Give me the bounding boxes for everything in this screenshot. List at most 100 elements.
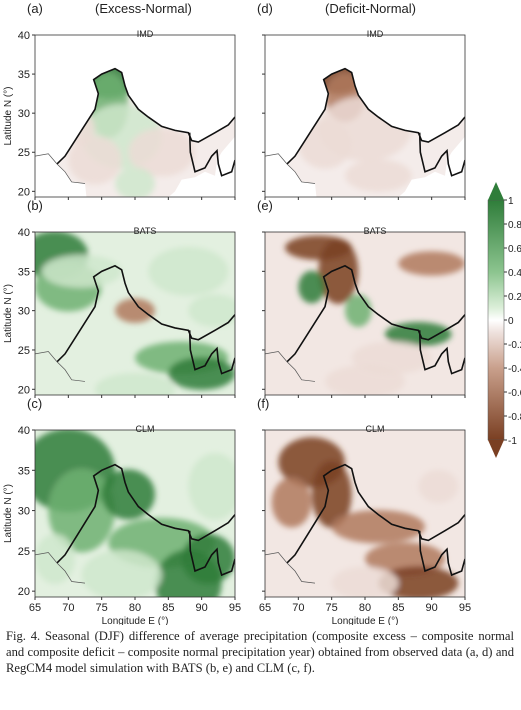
field-blob (398, 251, 465, 276)
x-tick-label: 65 (29, 602, 41, 614)
x-tick-label: 70 (292, 602, 304, 614)
field-blob (418, 469, 459, 504)
colorbar-arrow-top (488, 182, 504, 200)
map-field (265, 232, 465, 395)
border (418, 330, 465, 375)
panel-label: (e) (257, 198, 273, 213)
field-blob (298, 120, 352, 169)
field-blob (35, 533, 75, 584)
border (56, 264, 235, 363)
model-label: IMD (137, 29, 154, 39)
x-tick-label: 95 (229, 602, 241, 614)
map-field (35, 67, 235, 197)
field-blob (41, 255, 122, 288)
y-tick-label: 40 (18, 227, 30, 239)
map-field (265, 67, 465, 197)
y-tick-label: 40 (18, 425, 30, 437)
model-label: IMD (367, 29, 384, 39)
panel-label: (a) (27, 1, 43, 16)
y-tick-label: 20 (18, 384, 30, 396)
map-panel: (c) CLM 65 70 75 80 85 90 95 20 25 30 35 40 Latitude N… (3, 396, 241, 627)
coast (265, 153, 316, 184)
field-blob (345, 294, 372, 327)
y-tick-label: 35 (18, 69, 30, 81)
border (286, 67, 465, 165)
field-blob (345, 159, 412, 192)
x-tick-label: 95 (459, 602, 471, 614)
y-tick-label: 30 (18, 506, 30, 518)
colorbar-tick-label: 0 (508, 316, 514, 327)
map-panel: (e) BATS (257, 198, 466, 398)
field-blob (101, 469, 155, 520)
map-field (35, 232, 235, 395)
field-blob (148, 246, 229, 296)
coast (35, 351, 86, 382)
model-label: BATS (364, 226, 387, 236)
y-tick-label: 30 (18, 306, 30, 318)
coast (265, 351, 316, 382)
coast (35, 552, 86, 584)
field-blob (331, 509, 426, 544)
colorbar (487, 199, 505, 441)
panel-heading: (Excess-Normal) (95, 1, 192, 16)
colorbar-tick-label: -0.6 (508, 388, 521, 399)
caption: Fig. 4. Seasonal (DJF) difference of ave… (6, 629, 514, 675)
field-blob (271, 477, 312, 528)
colorbar-tick-label: 0.4 (508, 268, 521, 279)
field-blob (128, 127, 195, 177)
x-tick-label: 80 (359, 602, 371, 614)
x-axis-label: Longitude E (°) (102, 616, 169, 625)
colorbar-tick-label: 0.8 (508, 220, 521, 231)
field-blob (318, 238, 359, 304)
map-field (35, 430, 235, 597)
x-axis-label: Longitude E (°) (332, 616, 399, 625)
colorbar-tick-label: -1 (508, 436, 517, 447)
field-blob (81, 549, 162, 597)
model-label: CLM (135, 424, 154, 434)
field-blob (115, 167, 155, 197)
panel-label: (b) (27, 198, 43, 213)
panel-label: (f) (257, 396, 269, 411)
border (188, 330, 235, 375)
y-axis-label: Latitude N (°) (3, 484, 14, 543)
x-tick-label: 85 (162, 602, 174, 614)
field-blob (68, 135, 122, 185)
field-blob (188, 453, 235, 520)
coast (35, 153, 86, 184)
blobs (35, 232, 235, 395)
y-tick-label: 25 (18, 345, 30, 357)
coast (265, 552, 316, 584)
field-blob (325, 365, 405, 395)
border (286, 463, 465, 564)
colorbar-tick-label: 0.6 (508, 244, 521, 255)
map-panel: (f) CLM 65 70 75 80 85 90 95 Longitude E (°) (257, 396, 471, 627)
y-tick-label: 40 (18, 30, 30, 42)
border (56, 67, 235, 165)
x-tick-label: 80 (129, 602, 141, 614)
colorbar-tick-label: -0.4 (508, 364, 521, 375)
colorbar-arrow-bottom (488, 440, 504, 458)
border (286, 264, 465, 363)
x-tick-label: 75 (326, 602, 338, 614)
map-field (265, 430, 465, 597)
map-panel: (b) BATS 20 25 30 35 40 Latitude N (°) (3, 198, 236, 398)
field-blob (385, 322, 452, 347)
x-tick-label: 85 (392, 602, 404, 614)
x-tick-label: 75 (96, 602, 108, 614)
border (188, 132, 235, 177)
colorbar-tick-label: 1 (508, 196, 514, 207)
field-blob (188, 294, 235, 327)
blobs (271, 437, 459, 597)
border (418, 132, 465, 177)
y-axis-label: Latitude N (°) (3, 86, 14, 145)
border (188, 530, 235, 577)
panel-label: (d) (257, 1, 273, 16)
x-tick-label: 90 (426, 602, 438, 614)
x-tick-label: 70 (62, 602, 74, 614)
border (56, 463, 235, 564)
colorbar-tick-label: 0.2 (508, 292, 521, 303)
field-blob (298, 270, 325, 304)
panel-heading: (Deficit-Normal) (325, 1, 416, 16)
field-blob (378, 566, 459, 597)
